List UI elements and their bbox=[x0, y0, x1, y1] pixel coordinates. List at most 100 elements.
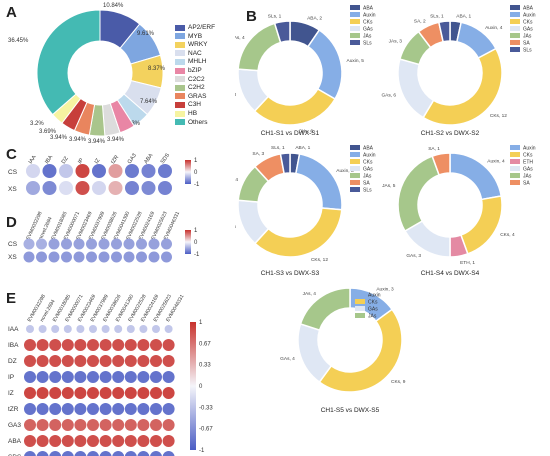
panel-b-chart-title: CH1-S3 vs DWX-S3 bbox=[261, 270, 320, 277]
panel-e-cell bbox=[101, 325, 110, 333]
panel-e-cell bbox=[49, 371, 62, 383]
legend-swatch bbox=[175, 101, 185, 108]
panel-a-legend-item: AP2/ERF bbox=[175, 24, 215, 31]
panel-e-cell bbox=[139, 325, 148, 333]
panel-b-slice-label: ABA, 1 bbox=[295, 145, 310, 151]
panel-e-cell bbox=[49, 339, 62, 351]
panel-b-slice-label: ABA, 2 bbox=[307, 16, 322, 22]
panel-b-legend-label: JAs bbox=[523, 34, 532, 40]
panel-c-cell bbox=[75, 181, 90, 195]
panel-b-legend-swatch bbox=[510, 19, 520, 24]
panel-c-col-label: IP bbox=[77, 157, 85, 165]
panel-a-pct-label-8: 3.94% bbox=[50, 135, 68, 141]
panel-e-cell bbox=[112, 371, 125, 383]
panel-e-row-label: GA3 bbox=[8, 422, 21, 429]
colorbar-tick: -0.67 bbox=[199, 427, 213, 433]
panel-b-legend-label: CKs bbox=[368, 300, 378, 306]
panel-e-cell bbox=[24, 419, 36, 431]
panel-b-legend-label: CKs bbox=[523, 153, 533, 159]
panel-e-cell bbox=[112, 387, 125, 399]
panels-cde-heatmaps: IAA IBA DZ IP IZ tZR GA3 ABA SDSCSXS10-1EVM00322… bbox=[8, 152, 213, 456]
panel-b-slice-label: SLs, 1 bbox=[430, 13, 444, 19]
colorbar-tick: 0 bbox=[199, 384, 203, 390]
panel-e-cell bbox=[61, 419, 74, 431]
panel-b-slice-label: GAs, 3 bbox=[406, 253, 421, 259]
panel-e-cell bbox=[61, 451, 74, 456]
panel-b-slice bbox=[431, 152, 451, 176]
panel-b-slice bbox=[299, 287, 351, 332]
legend-label: Others bbox=[188, 118, 208, 126]
panel-c-col-label: IAA bbox=[28, 154, 38, 165]
panel-e-row-label: IBA bbox=[8, 342, 19, 349]
panel-a-legend-item: C2C2 bbox=[175, 76, 205, 83]
panel-b-slice bbox=[422, 47, 503, 126]
panel-e-cell bbox=[137, 435, 150, 447]
panel-d-cell bbox=[48, 238, 60, 250]
panel-e-cell bbox=[152, 325, 160, 333]
panel-label-b: B bbox=[246, 8, 257, 25]
panel-b-legend-swatch bbox=[350, 159, 360, 164]
panel-e-cell bbox=[112, 435, 125, 447]
panel-b-legend-label: GAs bbox=[368, 307, 378, 313]
colorbar-tick: -1 bbox=[194, 252, 200, 258]
panel-b-slice bbox=[397, 155, 441, 233]
panel-e-cell bbox=[61, 403, 74, 415]
panel-e-cell bbox=[124, 355, 137, 367]
panel-b-slice-label: CKs, 12 bbox=[490, 113, 507, 119]
panel-b-slice bbox=[297, 322, 333, 384]
panel-e-cell bbox=[137, 387, 150, 399]
panel-d-cell bbox=[48, 251, 60, 263]
panel-d-cell bbox=[61, 238, 72, 250]
panel-b-legend-label: GAs bbox=[363, 27, 373, 33]
panel-b-legend-swatch bbox=[350, 12, 360, 17]
panel-b-slice-label: Auxin, 4 bbox=[485, 25, 503, 31]
panel-e-row-label: tZR bbox=[8, 406, 19, 413]
panel-a-pct-label-10: 3.2% bbox=[30, 121, 44, 127]
panel-e-cell bbox=[162, 371, 175, 383]
panel-b-legend-label: ETH bbox=[523, 160, 533, 166]
panel-e-cell bbox=[61, 387, 74, 399]
panel-b-legend-swatch bbox=[510, 47, 520, 52]
panel-e-cell bbox=[150, 387, 162, 399]
panel-e-cell bbox=[87, 371, 99, 383]
panel-b-legend-label: Auxin bbox=[363, 153, 376, 159]
colorbar bbox=[185, 160, 191, 184]
panel-a-legend-item: Others bbox=[175, 119, 208, 126]
panel-e-cell bbox=[24, 355, 36, 367]
panel-c-cell bbox=[75, 164, 90, 178]
panel-b-legend-label: SA bbox=[523, 181, 530, 187]
panel-b-legend-swatch bbox=[350, 145, 360, 150]
panel-e-cell bbox=[36, 451, 49, 456]
panel-e-cell bbox=[99, 451, 112, 456]
panel-d-cell bbox=[23, 251, 35, 263]
colorbar-tick: 0.33 bbox=[199, 363, 211, 369]
panel-d-cell bbox=[36, 238, 47, 250]
panel-e-row-label: ABA bbox=[8, 438, 22, 445]
panel-e-cell bbox=[124, 371, 137, 383]
panel-b-legend-swatch bbox=[510, 12, 520, 17]
legend-swatch bbox=[175, 93, 185, 100]
panel-b-slice-label: ETH, 1 bbox=[460, 260, 475, 266]
panel-a-donut: 10.84%9.61%8.37%7.64%4.43%3.94%3.94%3.94… bbox=[8, 3, 166, 145]
panel-e-cell bbox=[36, 355, 49, 367]
panel-e-cell bbox=[49, 403, 62, 415]
legend-label: MHLH bbox=[188, 58, 207, 66]
panel-b-legend-swatch bbox=[350, 187, 360, 192]
panel-b-slice-label: ABA, 1 bbox=[456, 13, 471, 19]
panel-e-cell bbox=[87, 403, 99, 415]
panel-b-legend-swatch bbox=[510, 173, 520, 178]
panel-c-col-label: DZ bbox=[61, 155, 70, 165]
panel-e-cell bbox=[99, 435, 112, 447]
panel-d-cell bbox=[86, 238, 97, 250]
panel-e-cell bbox=[137, 371, 150, 383]
panel-c-row-label: CS bbox=[8, 169, 18, 176]
panel-a-legend-item: C2H2 bbox=[175, 84, 205, 91]
legend-label: AP2/ERF bbox=[188, 24, 216, 31]
panel-b-legend-label: SA bbox=[523, 41, 530, 47]
panel-e-cell bbox=[74, 387, 87, 399]
panel-a-legend-item: C3H bbox=[175, 101, 201, 108]
panel-b-legend-label: CKs bbox=[363, 160, 373, 166]
panel-e-cell bbox=[112, 419, 125, 431]
panel-b-legend-label: GAs bbox=[363, 167, 373, 173]
panel-e-cell bbox=[24, 387, 36, 399]
